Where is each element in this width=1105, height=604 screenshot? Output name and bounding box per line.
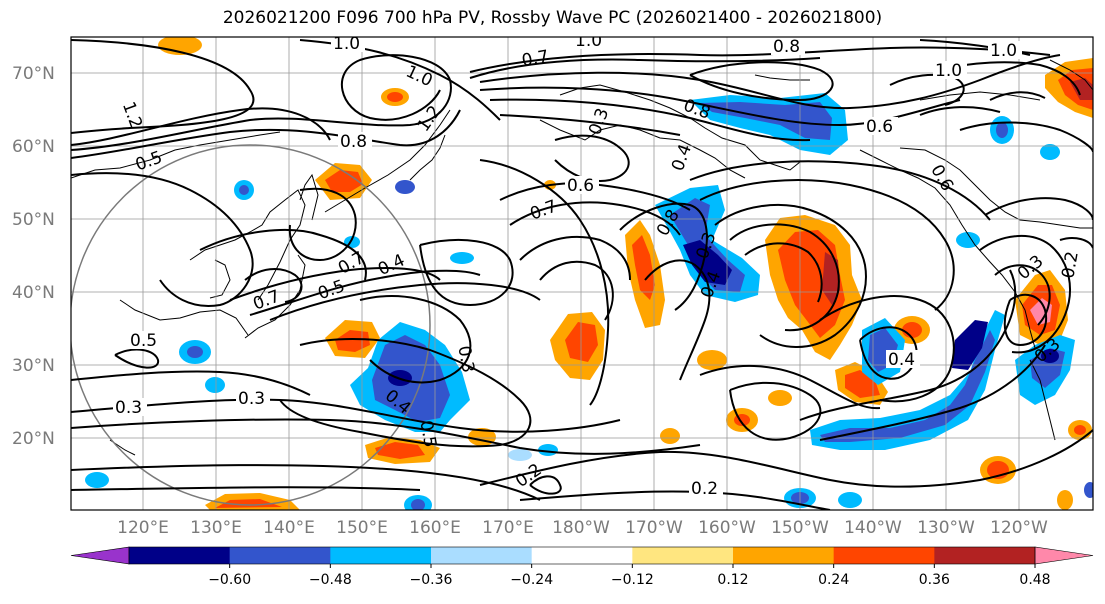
colorbar-tick-label: 0.48 bbox=[1019, 572, 1050, 588]
contour-label: 1.0 bbox=[935, 61, 962, 81]
colorbar-tick-label: −0.24 bbox=[510, 572, 553, 588]
colorbar-segment bbox=[531, 547, 633, 564]
contour-label: 1.0 bbox=[333, 34, 360, 54]
contour-label: 0.3 bbox=[115, 398, 142, 418]
colorbar-segment bbox=[833, 547, 935, 564]
contour-label: 0.8 bbox=[773, 37, 800, 57]
lon-label: 140°W bbox=[844, 518, 902, 538]
contour-label: 1.0 bbox=[575, 31, 602, 51]
colorbar: −0.60 −0.48 −0.36 −0.24 −0.12 0.12 0.24 0.36 0.4… bbox=[70, 546, 1094, 588]
colorbar-tick-label: 0.12 bbox=[717, 572, 748, 588]
lon-label: 120°W bbox=[990, 518, 1048, 538]
lon-label: 130°W bbox=[917, 518, 975, 538]
coastlines bbox=[71, 59, 1093, 456]
lat-label: 40°N bbox=[12, 283, 55, 303]
colorbar-tick-label: −0.36 bbox=[410, 572, 453, 588]
latitude-labels: 70°N 60°N 50°N 40°N 30°N 20°N bbox=[12, 64, 55, 449]
contour-label: 0.6 bbox=[866, 117, 893, 137]
lon-label: 180°W bbox=[552, 518, 610, 538]
lon-label: 160°E bbox=[409, 518, 461, 538]
colorbar-tick-label: 0.24 bbox=[818, 572, 849, 588]
contour-label: 0.7 bbox=[520, 47, 550, 71]
colorbar-tick-label: −0.48 bbox=[309, 572, 352, 588]
colorbar-segment bbox=[934, 547, 1036, 564]
colorbar-segment bbox=[330, 547, 432, 564]
colorbar-segment bbox=[129, 547, 231, 564]
contour-label: 0.3 bbox=[238, 389, 265, 409]
colorbar-extend-low bbox=[70, 546, 130, 565]
contour-label: 0.8 bbox=[340, 132, 367, 152]
lat-label: 30°N bbox=[12, 356, 55, 376]
contour-label: 0.2 bbox=[691, 479, 718, 499]
colorbar-segment bbox=[632, 547, 734, 564]
contour-label: 0.4 bbox=[888, 350, 915, 370]
contour-label: 0.6 bbox=[567, 176, 594, 196]
longitude-labels: 120°E 130°E 140°E 150°E 160°E 170°E 180°… bbox=[117, 518, 1048, 538]
contour-label: 0.2 bbox=[1058, 250, 1082, 280]
lon-label: 140°E bbox=[263, 518, 315, 538]
chart-title: 2026021200 F096 700 hPa PV, Rossby Wave … bbox=[222, 8, 883, 28]
reference-circle bbox=[71, 144, 431, 506]
colorbar-segment bbox=[229, 547, 331, 564]
contour-label: 0.5 bbox=[415, 419, 439, 449]
pv-anomaly-shading bbox=[85, 37, 1093, 510]
map-frame bbox=[70, 36, 1094, 511]
lon-label: 130°E bbox=[190, 518, 242, 538]
contour-label: 0.5 bbox=[130, 331, 157, 351]
colorbar-segment bbox=[733, 547, 835, 564]
lat-label: 70°N bbox=[12, 64, 55, 84]
lon-label: 150°E bbox=[336, 518, 388, 538]
lon-label: 170°W bbox=[625, 518, 683, 538]
contour-label: 1.0 bbox=[990, 41, 1017, 61]
lat-label: 50°N bbox=[12, 210, 55, 230]
colorbar-frame bbox=[128, 546, 1036, 565]
lon-label: 120°E bbox=[117, 518, 169, 538]
lat-label: 60°N bbox=[12, 137, 55, 157]
map-area bbox=[71, 37, 1093, 510]
colorbar-tick-label: 0.36 bbox=[919, 572, 950, 588]
colorbar-segment bbox=[431, 547, 533, 564]
lat-label: 20°N bbox=[12, 429, 55, 449]
lon-label: 150°W bbox=[771, 518, 829, 538]
colorbar-tick-label: −0.60 bbox=[208, 572, 251, 588]
colorbar-tick-label: −0.12 bbox=[611, 572, 654, 588]
colorbar-extend-high bbox=[1034, 546, 1094, 565]
lon-label: 170°E bbox=[482, 518, 534, 538]
lon-label: 160°W bbox=[698, 518, 756, 538]
contour-label: 0.3 bbox=[453, 344, 477, 374]
